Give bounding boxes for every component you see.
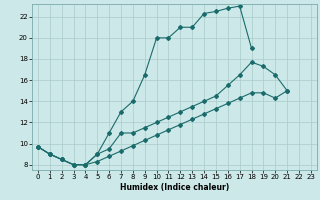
X-axis label: Humidex (Indice chaleur): Humidex (Indice chaleur) [120, 183, 229, 192]
